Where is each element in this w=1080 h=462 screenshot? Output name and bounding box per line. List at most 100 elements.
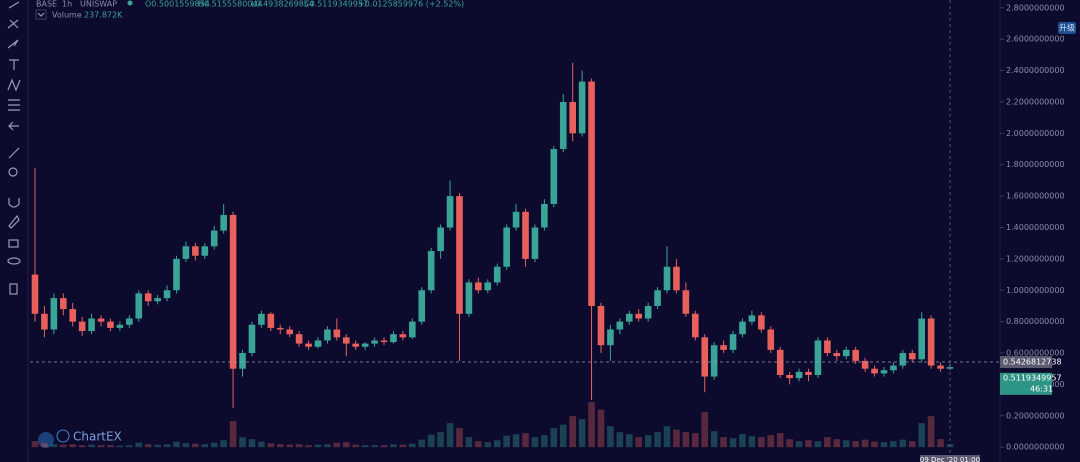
volume-bar (852, 441, 859, 448)
candle-body (890, 365, 897, 371)
volume-bar (192, 443, 199, 448)
volume-bar (456, 428, 463, 448)
logo: ChartEX (38, 429, 122, 448)
tool-line[interactable] (8, 1, 20, 9)
candle-body (50, 298, 58, 330)
volume-bar (899, 439, 907, 448)
candle-body (578, 81, 586, 134)
volume-bar (833, 439, 841, 448)
volume-bar (776, 433, 784, 448)
candle-body (324, 329, 331, 341)
candle-body (267, 313, 275, 328)
volume-bar (550, 428, 558, 448)
volume-bar (729, 438, 737, 448)
candle-body (418, 290, 426, 322)
candle-body (559, 101, 567, 150)
volume-bar (880, 442, 888, 448)
volume-bar (635, 437, 643, 448)
volume-bar (286, 444, 293, 448)
change: +0.0125859976 (+2.52%) (358, 0, 464, 9)
volume-bar (314, 444, 322, 448)
volume-bar (324, 444, 331, 448)
tool-pattern[interactable] (7, 78, 21, 92)
volume-bar (824, 437, 831, 448)
candle-body (861, 360, 869, 369)
tool-magnet[interactable] (8, 198, 20, 208)
logo-clock (56, 429, 70, 443)
volume-bar (333, 442, 341, 448)
countdown: 46:31 (1030, 384, 1053, 393)
volume-bar (890, 441, 897, 448)
candle-body (409, 321, 416, 338)
volume-bar (465, 437, 473, 448)
tool-brush[interactable] (7, 39, 19, 49)
tool-trash[interactable] (9, 283, 18, 295)
volume-bar (795, 441, 803, 448)
y-tick-label: 2.0000000000 (1006, 129, 1065, 138)
volume-bar (814, 441, 822, 448)
x-label-tag (920, 455, 980, 462)
y-tick-label: 2.4000000000 (1006, 66, 1065, 75)
volume-bar (559, 424, 567, 448)
upgrade-button[interactable] (1058, 22, 1076, 34)
candle-body (776, 349, 784, 375)
volume-bar (484, 442, 492, 448)
candle-body (258, 313, 265, 325)
candle-body (550, 149, 558, 204)
volume-bar (390, 444, 397, 448)
tool-text[interactable] (9, 59, 19, 70)
candle-body (739, 321, 746, 335)
candle-body (239, 353, 246, 369)
logo-text: ChartEX (73, 430, 122, 444)
volume-bar (342, 442, 350, 448)
exchange: UNISWAP (80, 0, 117, 9)
tool-forecast[interactable] (8, 99, 20, 111)
collapse-button[interactable] (35, 9, 47, 20)
candle-body (305, 343, 312, 347)
volume-bar (616, 432, 624, 448)
candle-body (569, 101, 576, 134)
volume-bar (31, 441, 39, 448)
volume-bar (569, 416, 576, 448)
volume-bar (418, 439, 426, 448)
candle-body (852, 349, 859, 361)
volume-bar (78, 445, 86, 448)
candle-body (541, 203, 548, 228)
volume-bar (69, 444, 77, 448)
y-tick-label: 0.8000000000 (1006, 317, 1065, 326)
tool-eye[interactable] (7, 257, 21, 265)
volume-bar (625, 434, 633, 448)
candle-body (276, 327, 284, 330)
volume-bar (682, 432, 690, 448)
tool-fib[interactable] (7, 19, 19, 29)
candle-body (871, 368, 878, 374)
upgrade-label: 升级 (1059, 23, 1075, 33)
volume-bar (739, 434, 746, 448)
tool-ruler[interactable] (8, 147, 20, 159)
candle-body (512, 211, 520, 228)
volume-bar (918, 423, 926, 448)
tool-lock-draw[interactable] (8, 214, 20, 229)
candle-body (710, 345, 718, 377)
volume-bar (644, 435, 652, 448)
collapse-arrow (37, 12, 45, 17)
interval: 1h (62, 0, 72, 9)
volume-bar (692, 433, 699, 448)
candle-body (475, 282, 482, 291)
candle-body (399, 334, 407, 338)
volume-bar (446, 423, 454, 448)
volume-bar (673, 429, 680, 448)
tool-zoom[interactable] (8, 167, 18, 177)
candle-body (635, 313, 643, 319)
volume-bar (116, 445, 124, 448)
candle-body (616, 321, 624, 330)
candle-body (531, 227, 539, 259)
volume-bar (701, 412, 709, 448)
tool-lock[interactable] (8, 239, 19, 248)
toolbar (7, 0, 29, 462)
volume-bar (50, 444, 58, 448)
tool-arrow[interactable] (8, 121, 19, 131)
candle-body (484, 282, 492, 291)
candle-body (144, 293, 152, 302)
volume-bar (512, 434, 520, 448)
